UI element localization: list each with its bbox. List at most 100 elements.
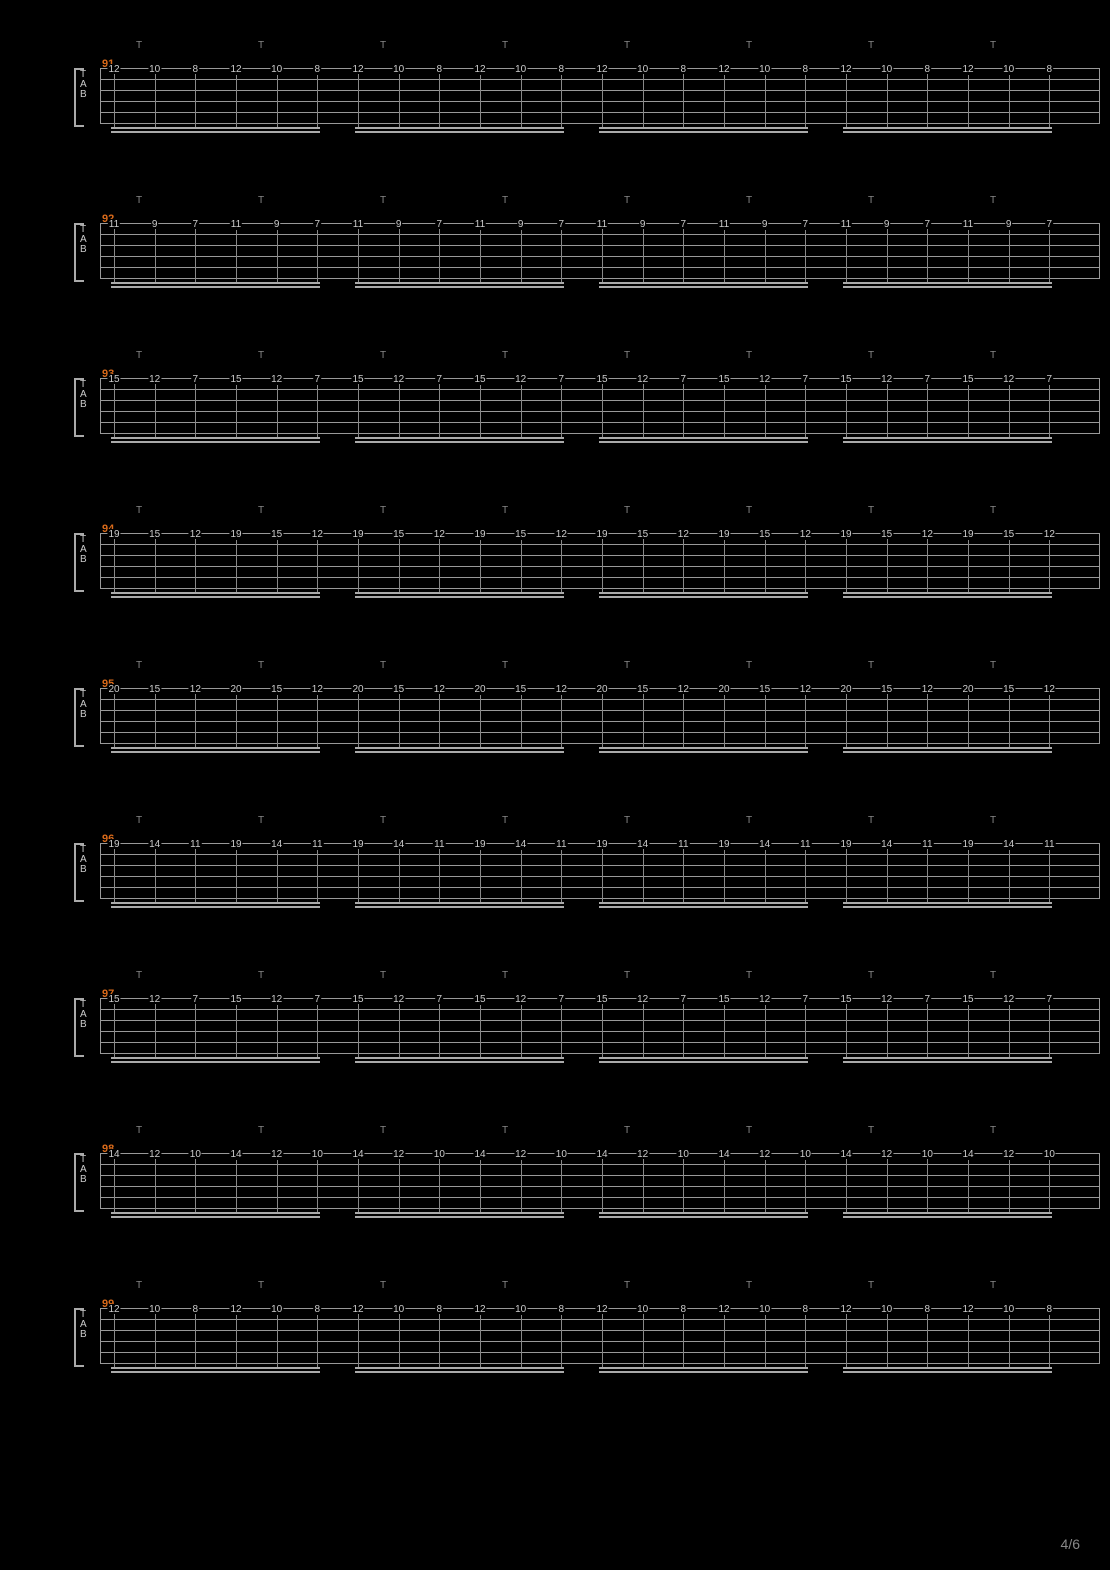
beam-line — [111, 596, 320, 598]
note-stem — [561, 384, 562, 439]
note-stem — [1049, 1159, 1050, 1214]
fret-number: 15 — [1002, 684, 1015, 695]
note-stem — [399, 1159, 400, 1214]
beam-group — [355, 899, 564, 909]
barline-start — [100, 843, 101, 898]
fret-number: 12 — [514, 1149, 527, 1160]
note-stem — [561, 849, 562, 904]
staff — [100, 533, 1100, 588]
fret-number: 19 — [473, 529, 486, 540]
fret-number: 15 — [473, 994, 486, 1005]
note-stem — [439, 539, 440, 594]
beam-line — [843, 747, 1052, 749]
beam-line — [355, 286, 564, 288]
beam-group — [355, 1054, 564, 1064]
tapping-mark: T — [746, 970, 752, 981]
note-stem — [317, 539, 318, 594]
fret-number: 12 — [1043, 684, 1056, 695]
beam-group — [355, 124, 564, 134]
note-stem — [439, 1314, 440, 1369]
beam-line — [355, 282, 564, 284]
string-line — [100, 1186, 1100, 1187]
note-stem — [155, 1159, 156, 1214]
tapping-mark: T — [746, 1125, 752, 1136]
fret-number: 12 — [799, 529, 812, 540]
note-stem — [399, 74, 400, 129]
tapping-mark: T — [258, 195, 264, 206]
note-stem — [114, 1004, 115, 1059]
string-line — [100, 112, 1100, 113]
note-stem — [643, 849, 644, 904]
note-stem — [236, 694, 237, 749]
fret-number: 9 — [273, 219, 281, 230]
fret-number: 12 — [758, 374, 771, 385]
tapping-mark: T — [380, 660, 386, 671]
beam-group — [355, 1364, 564, 1374]
note-stem — [399, 849, 400, 904]
fret-number: 10 — [758, 64, 771, 75]
beam-line — [355, 1212, 564, 1214]
note-stem — [114, 384, 115, 439]
tapping-mark: T — [990, 195, 996, 206]
fret-number: 8 — [802, 64, 810, 75]
note-stem — [358, 74, 359, 129]
note-stem — [521, 1314, 522, 1369]
tab-clef-label: TAB — [80, 1155, 87, 1185]
fret-number: 12 — [311, 684, 324, 695]
tapping-mark: T — [258, 970, 264, 981]
fret-number: 9 — [761, 219, 769, 230]
tapping-mark: T — [258, 1280, 264, 1291]
note-stem — [399, 694, 400, 749]
note-stem — [480, 694, 481, 749]
fret-number: 12 — [717, 1304, 730, 1315]
note-stem — [968, 384, 969, 439]
note-stem — [805, 74, 806, 129]
note-stem — [114, 694, 115, 749]
note-stem — [480, 74, 481, 129]
note-stem — [521, 539, 522, 594]
beam-group — [111, 899, 320, 909]
fret-number: 8 — [802, 1304, 810, 1315]
tapping-mark: T — [136, 40, 142, 51]
note-stem — [1009, 1159, 1010, 1214]
note-stem — [602, 229, 603, 284]
tapping-mark: T — [746, 660, 752, 671]
beam-line — [111, 1057, 320, 1059]
beam-group — [843, 434, 1052, 444]
tapping-mark: T — [258, 505, 264, 516]
note-stem — [1009, 74, 1010, 129]
tapping-mark: T — [502, 505, 508, 516]
tapping-mark: T — [258, 350, 264, 361]
note-stem — [968, 849, 969, 904]
fret-number: 10 — [555, 1149, 568, 1160]
barline-end — [1099, 223, 1100, 278]
note-stem — [724, 1314, 725, 1369]
note-stem — [521, 229, 522, 284]
fret-number: 20 — [717, 684, 730, 695]
staff — [100, 688, 1100, 743]
note-stem — [683, 1159, 684, 1214]
note-stem — [1009, 849, 1010, 904]
beam-line — [355, 1057, 564, 1059]
beam-group — [599, 589, 808, 599]
string-line — [100, 389, 1100, 390]
string-line — [100, 544, 1100, 545]
beam-line — [111, 286, 320, 288]
note-stem — [724, 229, 725, 284]
fret-number: 8 — [314, 64, 322, 75]
note-stem — [805, 1004, 806, 1059]
note-stem — [114, 1314, 115, 1369]
fret-number: 7 — [314, 994, 322, 1005]
note-stem — [602, 1004, 603, 1059]
tapping-mark: T — [380, 815, 386, 826]
beam-line — [599, 437, 808, 439]
beam-group — [599, 899, 808, 909]
staff — [100, 1308, 1100, 1363]
fret-number: 7 — [1046, 994, 1054, 1005]
note-stem — [927, 1004, 928, 1059]
beam-line — [599, 592, 808, 594]
fret-number: 20 — [961, 684, 974, 695]
note-stem — [683, 539, 684, 594]
string-line — [100, 854, 1100, 855]
fret-number: 7 — [1046, 374, 1054, 385]
